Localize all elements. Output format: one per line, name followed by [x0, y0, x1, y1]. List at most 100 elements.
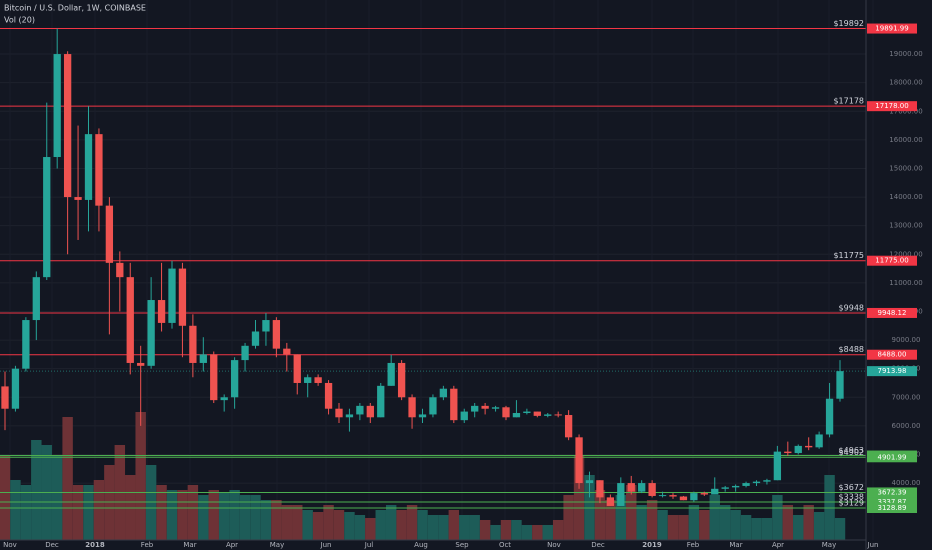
- chart-title: Bitcoin / U.S. Dollar, 1W, COINBASE: [4, 4, 146, 13]
- y-tick-label: 18000.00: [889, 79, 922, 87]
- candle-body: [230, 360, 239, 398]
- volume-bar: [552, 520, 564, 540]
- candle-body: [638, 483, 646, 492]
- x-tick-label: Nov: [547, 541, 561, 549]
- candle-body: [43, 157, 51, 278]
- candle-body: [731, 485, 740, 488]
- candle-body: [805, 445, 813, 448]
- candle-body: [345, 414, 354, 418]
- volume-bar: [72, 485, 84, 540]
- candle-body: [272, 320, 281, 349]
- candle-body: [544, 414, 552, 416]
- volume-bar: [187, 485, 199, 540]
- level-tag: $3672: [839, 483, 864, 492]
- candle-body: [293, 354, 301, 383]
- candle-body: [815, 434, 823, 448]
- level-axis-label: 4901.99: [878, 453, 907, 461]
- x-tick-label: Dec: [591, 541, 605, 549]
- candle-body: [596, 480, 604, 498]
- last-price-box: [867, 366, 917, 377]
- candle-body: [356, 405, 364, 415]
- y-tick-label: 19000.00: [889, 50, 922, 58]
- x-tick-label: 2018: [85, 541, 105, 549]
- candle-body: [784, 451, 792, 454]
- volume-bar: [532, 525, 543, 540]
- candle-body: [773, 451, 782, 481]
- candle-body: [763, 480, 771, 482]
- candle-body: [564, 415, 573, 438]
- volume-bar: [563, 495, 574, 540]
- candle-body: [606, 497, 615, 506]
- volume-bar: [156, 485, 167, 540]
- candle-body: [324, 382, 333, 409]
- candle-body: [137, 362, 145, 366]
- volume-bar: [417, 510, 428, 540]
- candle-body: [658, 495, 667, 497]
- volume-pane: [0, 412, 846, 540]
- level-axis-label: 3337.87: [878, 498, 907, 506]
- volume-bar: [292, 505, 303, 540]
- level-axis-box: [867, 255, 917, 266]
- candle-body: [22, 320, 30, 369]
- candle-body: [84, 134, 93, 200]
- y-tick-label: 9000.00: [892, 336, 921, 344]
- volume-bar: [490, 525, 501, 540]
- level-axis-label: 8488.00: [878, 351, 907, 359]
- candle-body: [585, 480, 594, 484]
- volume-bar: [333, 510, 345, 540]
- candle-body: [554, 414, 562, 416]
- level-axis-label: 19891.99: [875, 25, 908, 33]
- volume-bar: [31, 440, 42, 540]
- volume-bar: [626, 485, 637, 540]
- y-tick-label: 6000.00: [892, 422, 921, 430]
- volume-bar: [250, 495, 261, 540]
- volume-bar: [772, 495, 783, 540]
- level-axis-label: 17178.00: [875, 102, 908, 110]
- candle-body: [105, 205, 114, 263]
- volume-bar: [500, 520, 512, 540]
- level-axis-label: 3128.89: [878, 504, 907, 512]
- volume-bar: [678, 515, 689, 540]
- volume-bar: [323, 505, 334, 540]
- y-tick-label: 16000.00: [889, 136, 922, 144]
- candle-body: [199, 354, 207, 363]
- volume-bar: [542, 525, 553, 540]
- volume-bar: [605, 500, 616, 540]
- level-tag: $8488: [839, 345, 864, 354]
- volume-bar: [813, 512, 825, 540]
- candle-body: [366, 405, 374, 418]
- candle-body: [711, 488, 719, 495]
- volume-bar: [479, 520, 491, 540]
- level-axis-label: 9948.12: [878, 309, 907, 317]
- candles: [1, 28, 844, 506]
- volume-bar: [511, 520, 522, 540]
- volume-bar: [667, 515, 679, 540]
- candle-body: [836, 371, 844, 399]
- candle-body: [178, 268, 187, 326]
- level-axis-box: [867, 452, 917, 463]
- volume-bar: [427, 515, 439, 540]
- candle-body: [335, 408, 343, 418]
- volume-bar: [198, 495, 209, 540]
- y-tick-label: 4000.00: [892, 479, 921, 487]
- volume-bar: [62, 417, 73, 540]
- volume-bar: [135, 412, 146, 540]
- level-axis-box: [867, 23, 917, 34]
- volume-bar: [438, 515, 449, 540]
- volume-bar: [573, 455, 585, 540]
- x-tick-label: Apr: [772, 541, 784, 549]
- volume-bar: [375, 510, 386, 540]
- volume-bar: [239, 495, 251, 540]
- candle-body: [512, 413, 521, 418]
- candle-body: [377, 385, 385, 418]
- volume-bar: [229, 490, 240, 540]
- volume-bar: [177, 490, 188, 540]
- candle-body: [491, 407, 500, 409]
- candle-body: [794, 445, 802, 454]
- candle-body: [752, 481, 761, 484]
- level-tag: $4963: [839, 446, 864, 455]
- candle-body: [690, 493, 698, 501]
- candle-body: [648, 483, 656, 496]
- candle-body: [439, 388, 448, 398]
